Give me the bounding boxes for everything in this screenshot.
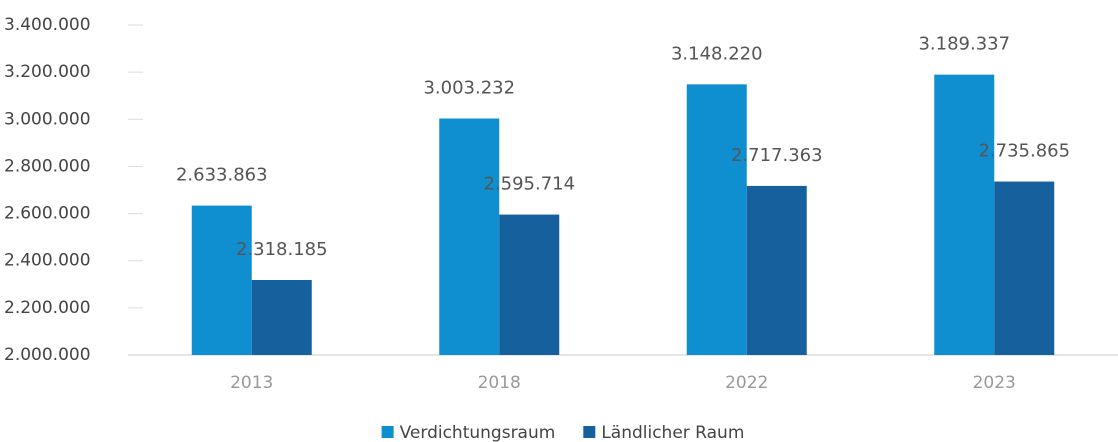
value-label: 2.318.185 xyxy=(236,239,328,260)
value-label: 3.189.337 xyxy=(918,34,1010,55)
legend-swatch xyxy=(583,426,596,438)
value-label: 2.595.714 xyxy=(483,174,575,195)
bar xyxy=(994,181,1055,355)
y-tick-label: 2.800.000 xyxy=(4,156,91,176)
legend-swatch xyxy=(381,426,394,438)
y-tick-label: 2.600.000 xyxy=(4,204,91,224)
y-tick-label: 2.000.000 xyxy=(4,345,91,365)
x-tick-label: 2018 xyxy=(478,373,521,393)
y-tick-label: 2.400.000 xyxy=(4,251,91,271)
bar xyxy=(746,185,807,355)
x-tick-label: 2022 xyxy=(725,373,768,393)
bar xyxy=(439,118,500,355)
value-label: 3.148.220 xyxy=(671,43,763,64)
legend-label: Verdichtungsraum xyxy=(400,423,556,442)
value-label: 3.003.232 xyxy=(423,78,515,99)
y-tick-label: 3.000.000 xyxy=(4,109,91,129)
x-tick-label: 2023 xyxy=(973,373,1016,393)
bar xyxy=(686,84,747,355)
value-label: 2.717.363 xyxy=(731,145,823,166)
x-tick-label: 2013 xyxy=(230,373,273,393)
y-tick-label: 3.200.000 xyxy=(4,62,91,82)
bar xyxy=(499,214,560,355)
bar xyxy=(251,279,312,355)
bar xyxy=(191,205,252,355)
legend-label: Ländlicher Raum xyxy=(601,423,744,442)
y-tick-label: 2.200.000 xyxy=(4,298,91,318)
value-label: 2.633.863 xyxy=(176,165,268,186)
y-tick-label: 3.400.000 xyxy=(4,15,91,35)
bar xyxy=(934,74,995,355)
value-label: 2.735.865 xyxy=(978,141,1070,162)
